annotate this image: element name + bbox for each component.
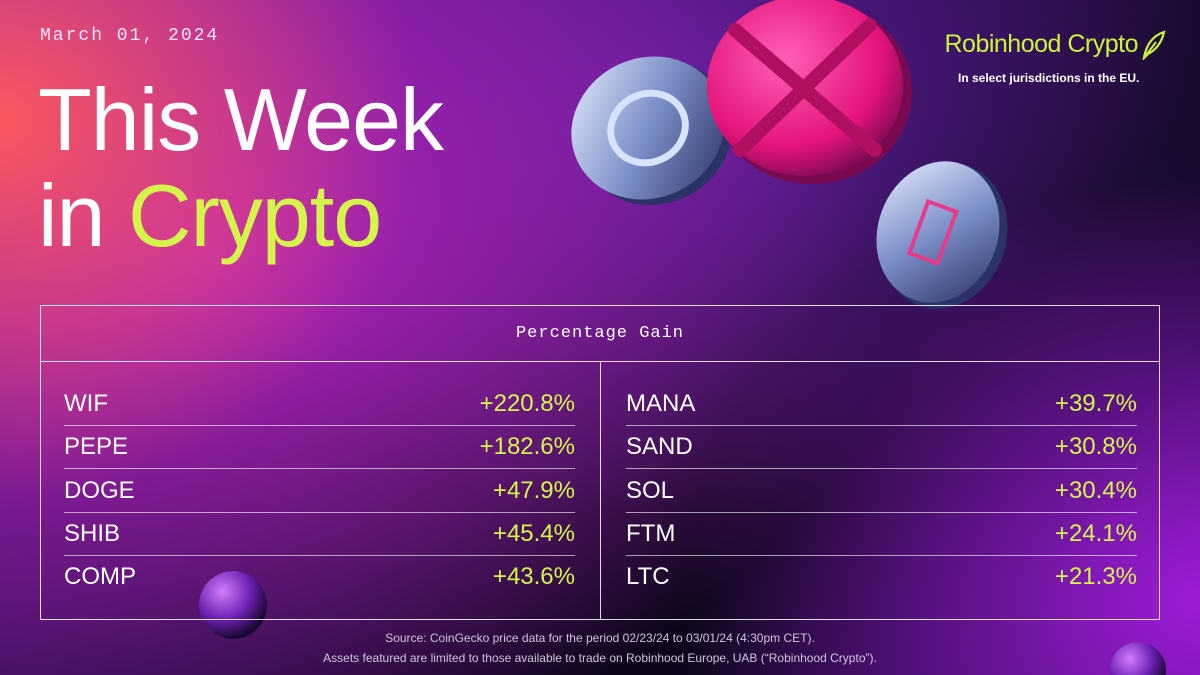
table-row: WIF +220.8% (64, 382, 575, 426)
percentage-gain: +182.6% (479, 433, 575, 461)
asset-name: PEPE (64, 433, 129, 461)
title-prefix: in (38, 166, 105, 265)
orb (1110, 642, 1166, 675)
table-row: SHIB +45.4% (64, 512, 575, 556)
column-divider (600, 362, 601, 619)
table-row: DOGE +47.9% (64, 469, 575, 513)
orb (199, 571, 267, 639)
asset-name: SHIB (64, 519, 121, 547)
gains-table: Percentage Gain WIF +220.8% PEPE +182.6% DOG… (40, 305, 1160, 620)
asset-name: FTM (626, 519, 676, 547)
title-highlight: Crypto (127, 166, 382, 265)
coin-x (707, 0, 912, 184)
disclaimer: Assets featured are limited to those ava… (323, 651, 877, 665)
feather-icon (1142, 30, 1166, 60)
table-row: FTM +24.1% (626, 512, 1137, 556)
asset-name: DOGE (64, 476, 135, 504)
asset-name: SAND (626, 433, 693, 461)
asset-name: WIF (64, 390, 108, 417)
asset-name: SOL (626, 476, 675, 504)
coin-square (876, 161, 1008, 309)
percentage-gain: +21.3% (1054, 563, 1137, 591)
date: March 01, 2024 (40, 26, 220, 46)
source-note: Source: CoinGecko price data for the per… (385, 631, 815, 645)
asset-name: LTC (626, 563, 670, 591)
table-row: MANA +39.7% (626, 382, 1137, 426)
coin-o (571, 56, 732, 206)
percentage-gain: +39.7% (1054, 390, 1137, 417)
percentage-gain: +30.8% (1054, 433, 1137, 461)
asset-name: COMP (64, 563, 136, 591)
table-row: SOL +30.4% (626, 469, 1137, 513)
percentage-gain: +24.1% (1054, 519, 1137, 547)
table-heading: Percentage Gain (41, 306, 1159, 362)
percentage-gain: +45.4% (492, 519, 575, 547)
percentage-gain: +43.6% (492, 563, 575, 591)
brand-note: In select jurisdictions in the EU. (958, 71, 1140, 85)
percentage-gain: +220.8% (479, 390, 575, 417)
asset-name: MANA (626, 390, 696, 417)
table-row: LTC +21.3% (626, 555, 1137, 598)
brand-logo: Robinhood Crypto (944, 30, 1138, 58)
table-row: SAND +30.8% (626, 425, 1137, 470)
percentage-gain: +30.4% (1054, 476, 1137, 504)
title-line: in Crypto (38, 172, 382, 260)
table-row: COMP +43.6% (64, 555, 575, 598)
title-line: This Week (38, 70, 444, 169)
percentage-gain: +47.9% (492, 476, 575, 504)
table-row: PEPE +182.6% (64, 425, 575, 470)
